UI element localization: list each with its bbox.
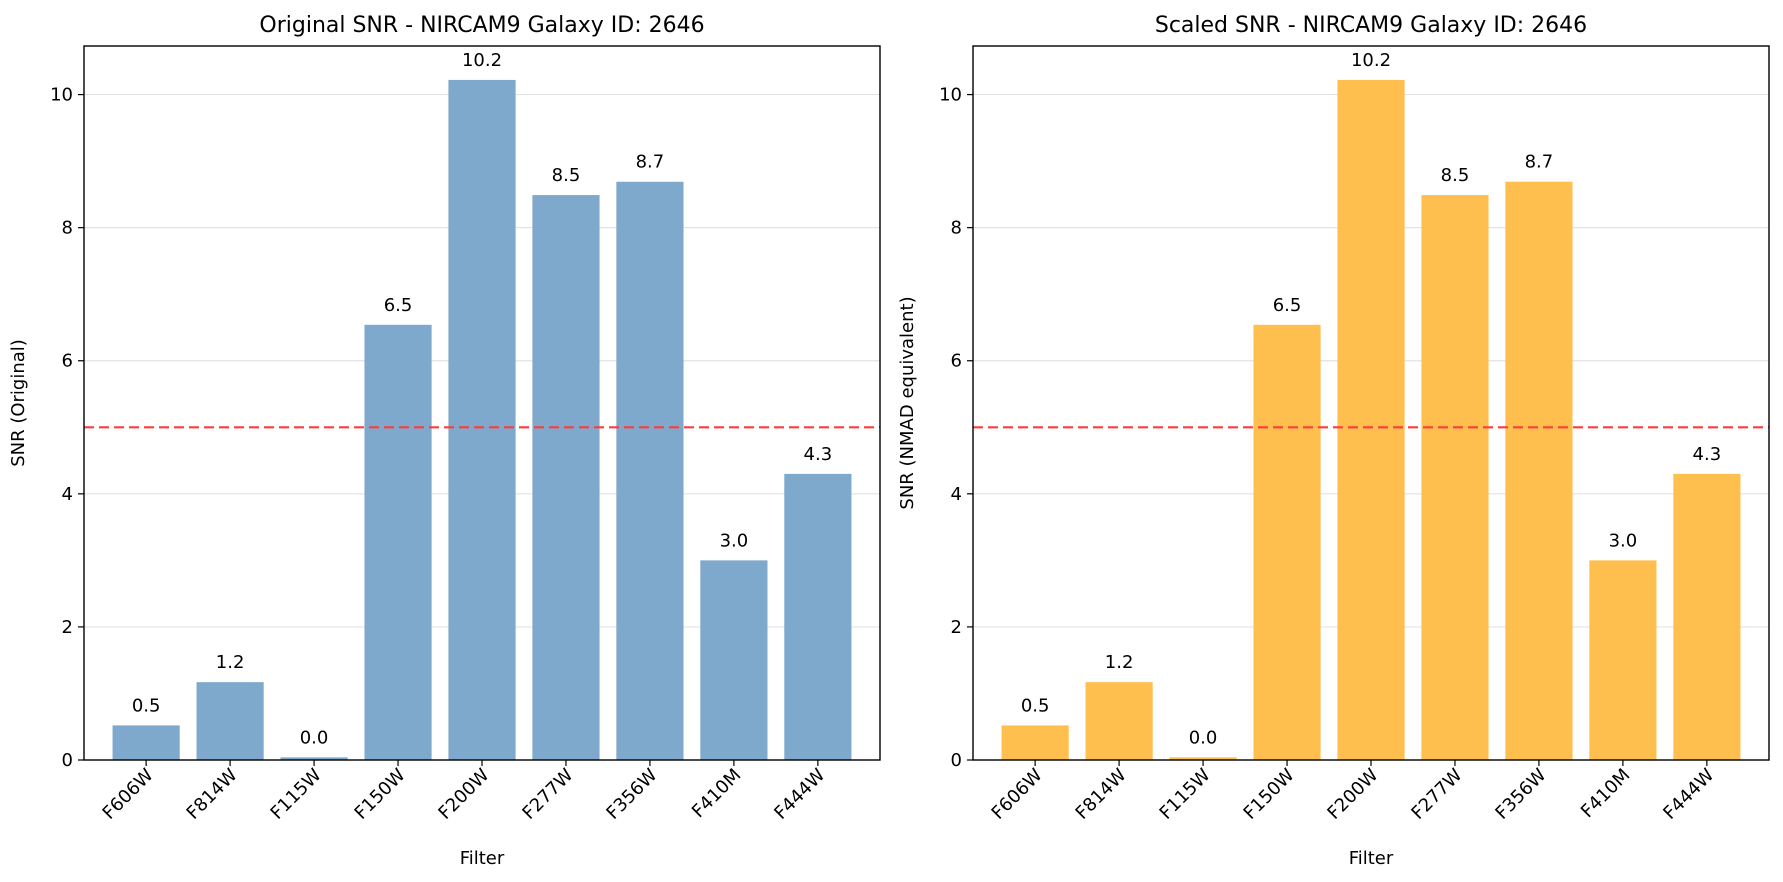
bar-value-label: 8.7: [1525, 152, 1554, 173]
y-tick-label: 0: [951, 750, 962, 771]
bar-value-label: 0.5: [132, 695, 161, 716]
bar-value-label: 0.0: [300, 727, 329, 748]
bar: [1673, 473, 1741, 760]
bar: [196, 682, 264, 760]
bar-value-label: 8.5: [552, 165, 581, 186]
bar: [1001, 725, 1069, 760]
y-axis-label: SNR (Original): [8, 339, 29, 467]
x-tick-label: F356W: [602, 765, 661, 824]
y-tick-label: 6: [62, 351, 73, 372]
bar: [1085, 682, 1153, 760]
bar: [1253, 324, 1321, 760]
bar-value-label: 10.2: [1351, 50, 1391, 71]
bar: [364, 324, 432, 760]
x-tick-label: F814W: [1072, 765, 1131, 824]
y-tick-label: 2: [951, 617, 962, 638]
x-tick-label: F150W: [351, 765, 410, 824]
bar-value-label: 8.5: [1441, 165, 1470, 186]
bar: [280, 757, 348, 760]
bar-value-label: 4.3: [1693, 444, 1722, 465]
x-tick-label: F277W: [1407, 765, 1466, 824]
bar: [1337, 79, 1405, 760]
x-tick-label: F115W: [267, 765, 326, 824]
original-snr-panel: 0.5 1.2 0.0 6.5 10.2 8.5 8.7 3.0 4.3 0 2 4 6 8 10 F606W…: [8, 13, 881, 869]
bar: [112, 725, 180, 760]
y-tick-label: 8: [62, 218, 73, 239]
bar: [532, 195, 600, 760]
bar-value-label: 10.2: [462, 50, 502, 71]
bar-value-label: 3.0: [1609, 530, 1638, 551]
bar-value-label: 1.2: [1105, 652, 1134, 673]
x-tick-label: F115W: [1156, 765, 1215, 824]
x-tick-label: F410M: [688, 765, 745, 822]
bar-value-label: 4.3: [804, 444, 833, 465]
x-tick-label: F200W: [1323, 765, 1382, 824]
bar-value-label: 3.0: [720, 530, 749, 551]
y-tick-label: 10: [939, 85, 962, 106]
chart-title: Scaled SNR - NIRCAM9 Galaxy ID: 2646: [1155, 13, 1587, 38]
y-tick-label: 4: [951, 484, 962, 505]
x-tick-label: F606W: [988, 765, 1047, 824]
x-axis-label: Filter: [460, 848, 505, 869]
bar: [616, 181, 684, 760]
x-tick-label: F150W: [1240, 765, 1299, 824]
bar-value-label: 0.5: [1021, 695, 1050, 716]
bar-value-label: 8.7: [636, 152, 665, 173]
x-tick-label: F410M: [1577, 765, 1634, 822]
bar: [784, 473, 852, 760]
y-axis-label: SNR (NMAD equivalent): [897, 296, 918, 509]
x-axis-label: Filter: [1349, 848, 1394, 869]
bar: [448, 79, 516, 760]
bar-value-label: 6.5: [384, 295, 413, 316]
y-tick-label: 8: [951, 218, 962, 239]
x-tick-label: F606W: [99, 765, 158, 824]
x-tick-label: F200W: [434, 765, 493, 824]
x-tick-label: F444W: [1659, 765, 1718, 824]
y-tick-label: 10: [50, 85, 73, 106]
bar-value-label: 1.2: [216, 652, 245, 673]
x-tick-label: F814W: [183, 765, 242, 824]
y-tick-label: 6: [951, 351, 962, 372]
bar-value-label: 6.5: [1273, 295, 1302, 316]
bar: [700, 560, 768, 760]
bar: [1421, 195, 1489, 760]
scaled-snr-panel: 0.5 1.2 0.0 6.5 10.2 8.5 8.7 3.0 4.3 0 2 4 6 8 10 F606W…: [897, 13, 1770, 869]
bar: [1589, 560, 1657, 760]
y-tick-label: 0: [62, 750, 73, 771]
x-tick-label: F444W: [770, 765, 829, 824]
y-tick-label: 4: [62, 484, 73, 505]
x-tick-label: F277W: [518, 765, 577, 824]
bar-value-label: 0.0: [1189, 727, 1218, 748]
bar: [1169, 757, 1237, 760]
chart-title: Original SNR - NIRCAM9 Galaxy ID: 2646: [259, 13, 704, 38]
y-tick-label: 2: [62, 617, 73, 638]
x-tick-label: F356W: [1491, 765, 1550, 824]
bar: [1505, 181, 1573, 760]
